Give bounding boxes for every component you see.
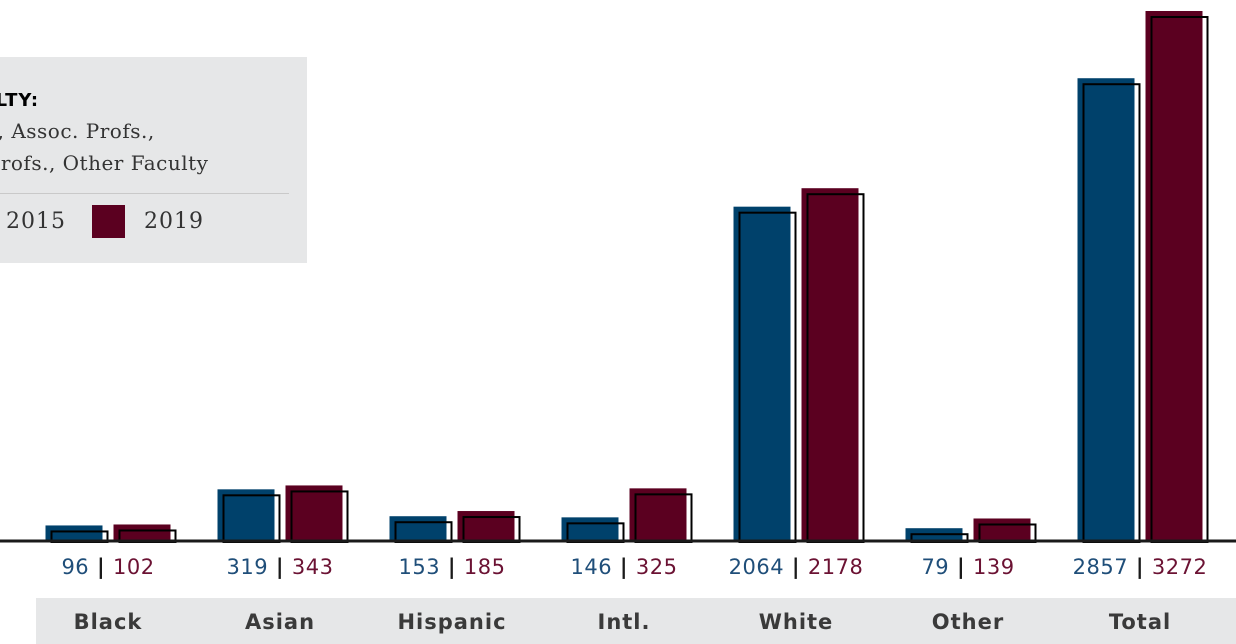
bar-2019-hispanic xyxy=(457,511,515,541)
value-2015-intl: 146 xyxy=(571,555,613,579)
bar-2015-hispanic xyxy=(389,516,447,541)
bar-2019-other xyxy=(973,518,1031,541)
legend-label-2015: 2015 xyxy=(6,209,66,234)
value-label-hispanic: 153 | 185 xyxy=(399,555,506,580)
value-label-total: 2857 | 3272 xyxy=(1073,555,1208,580)
legend-item-2019: 2019 xyxy=(92,205,204,238)
category-band xyxy=(36,598,1236,644)
value-separator: | xyxy=(1128,555,1152,580)
category-label-asian: Asian xyxy=(245,610,315,634)
value-2015-white: 2064 xyxy=(729,555,784,579)
bar-2019-asian xyxy=(285,485,343,541)
value-2019-intl: 325 xyxy=(636,555,678,579)
legend-title: ULTY: xyxy=(0,90,40,111)
category-label-total: Total xyxy=(1109,610,1171,634)
legend-swatch-2019 xyxy=(92,205,125,238)
bar-2019-total xyxy=(1145,11,1203,541)
value-2015-hispanic: 153 xyxy=(399,555,441,579)
value-2019-asian: 343 xyxy=(292,555,334,579)
bar-2015-asian xyxy=(217,489,275,541)
bar-2019-intl xyxy=(629,488,687,541)
value-separator: | xyxy=(949,555,973,580)
value-2019-hispanic: 185 xyxy=(464,555,506,579)
legend-panel: ULTY: s., Assoc. Profs., Profs., Other F… xyxy=(0,57,307,263)
value-separator: | xyxy=(440,555,464,580)
legend-description: s., Assoc. Profs., Profs., Other Faculty xyxy=(0,119,209,175)
value-separator: | xyxy=(612,555,636,580)
value-2015-asian: 319 xyxy=(227,555,269,579)
value-2019-black: 102 xyxy=(113,555,155,579)
bars-group xyxy=(45,11,1209,544)
value-labels-group: 96 | 102 319 | 343 153 | 185 146 | 325 2064 … xyxy=(61,555,1208,580)
value-separator: | xyxy=(784,555,808,580)
category-label-hispanic: Hispanic xyxy=(397,610,506,634)
legend-label-2019: 2019 xyxy=(144,209,204,234)
bar-2015-black xyxy=(45,525,103,541)
bar-2019-white xyxy=(801,188,859,541)
bar-2019-black xyxy=(113,524,171,541)
category-label-black: Black xyxy=(74,610,143,634)
value-2019-total: 3272 xyxy=(1152,555,1207,579)
bar-2015-white xyxy=(733,206,791,542)
bar-2015-total xyxy=(1077,78,1135,541)
bar-2015-intl xyxy=(561,517,619,541)
value-label-white: 2064 | 2178 xyxy=(729,555,864,580)
legend-item-2015: 2015 xyxy=(0,205,66,238)
value-label-asian: 319 | 343 xyxy=(227,555,334,580)
value-label-black: 96 | 102 xyxy=(61,555,154,580)
legend-divider xyxy=(0,193,289,194)
value-2019-white: 2178 xyxy=(808,555,863,579)
value-2015-black: 96 xyxy=(61,555,89,579)
value-separator: | xyxy=(89,555,113,580)
value-2015-total: 2857 xyxy=(1073,555,1128,579)
value-label-intl: 146 | 325 xyxy=(571,555,678,580)
category-label-other: Other xyxy=(932,610,1004,634)
value-2019-other: 139 xyxy=(973,555,1015,579)
category-label-intl: Intl. xyxy=(598,610,651,634)
value-2015-other: 79 xyxy=(921,555,949,579)
value-separator: | xyxy=(268,555,292,580)
category-labels-group: Black Asian Hispanic Intl. White Other Total xyxy=(74,610,1171,634)
category-label-white: White xyxy=(759,610,834,634)
value-label-other: 79 | 139 xyxy=(921,555,1014,580)
